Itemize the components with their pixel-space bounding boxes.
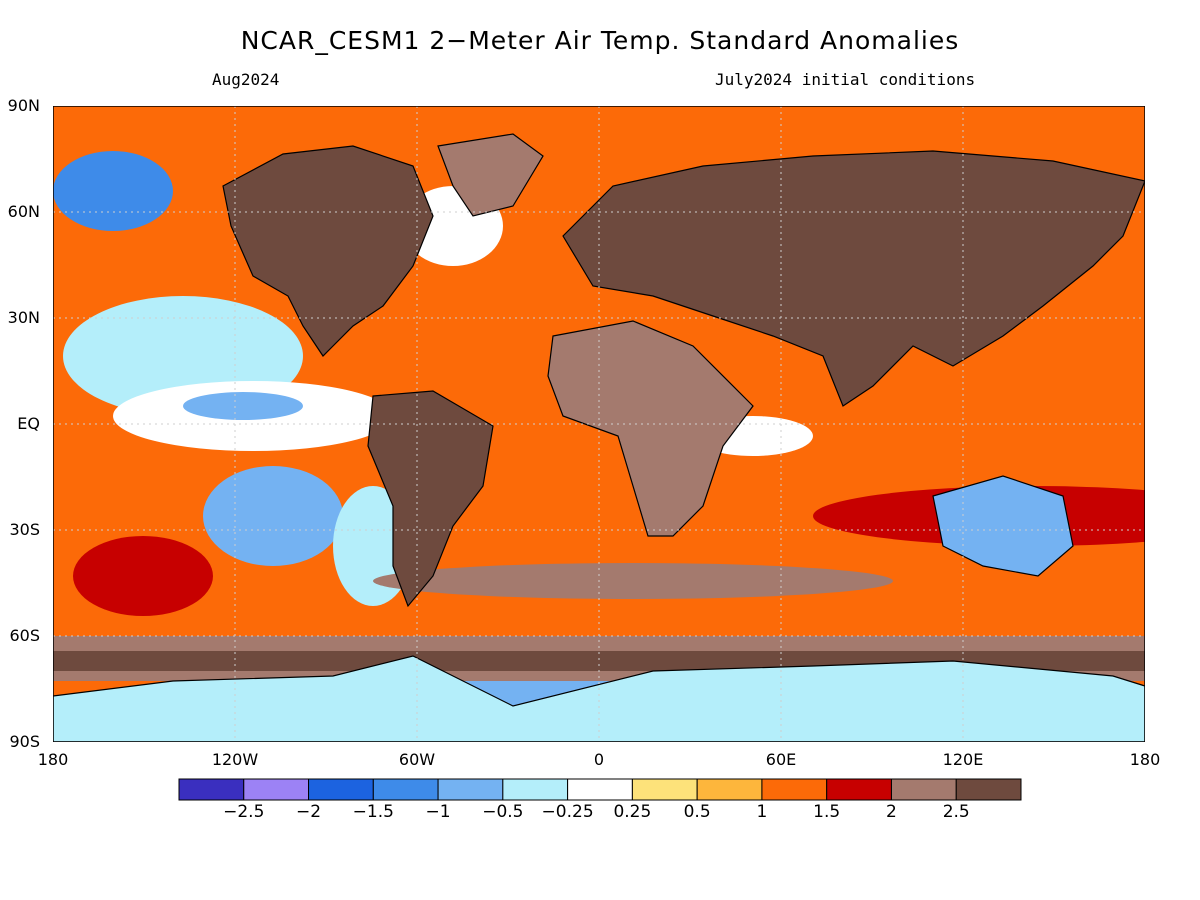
color-bar-swatch [696,778,763,801]
valid-month-label: Aug2024 [212,70,280,89]
color-bar-swatch [308,778,374,801]
color-bar-label: 1.5 [813,802,841,822]
anomaly-map [53,106,1145,742]
color-bar-label: 2 [886,802,897,822]
north-america [222,145,434,357]
lon-label: 180 [1129,750,1161,769]
color-bar-swatch [890,778,957,801]
color-bar-label: −1.5 [352,802,394,822]
lon-label: 60W [398,750,436,769]
color-bar-label: 1 [756,802,768,822]
initial-conditions-label: July2024 initial conditions [715,70,976,89]
color-bar-swatch [761,778,828,801]
australia [932,475,1074,577]
color-bar-swatch [502,778,569,801]
greenland [437,133,544,217]
lat-label: 60S [9,626,40,645]
lon-label: 60E [765,750,797,769]
color-bar-label: 0.5 [683,802,711,822]
graticule [53,106,1145,742]
lat-label: 30N [7,308,40,327]
antarctica [53,655,1145,742]
lon-label: 120W [211,750,259,769]
color-bar-label: −2 [296,802,322,822]
lat-label: 90N [7,96,40,115]
color-bar-swatch [178,778,245,801]
lon-label: 180 [37,750,69,769]
color-bar-swatch [955,778,1022,801]
eurasia [562,150,1145,407]
color-bar-swatch [567,778,633,801]
color-bar-label: −1 [425,802,451,822]
lat-label: EQ [17,414,40,433]
lon-label: 0 [593,750,605,769]
lat-label: 90S [9,732,40,751]
color-bar-swatch [437,778,504,801]
color-bar-label: −2.5 [223,802,265,822]
lon-label: 120E [942,750,984,769]
africa [547,320,754,537]
color-bar [178,778,1022,801]
color-bar-swatch [243,778,310,801]
lat-label: 60N [7,202,40,221]
color-bar-label: −0.25 [541,802,594,822]
color-bar-label: −0.5 [482,802,524,822]
color-bar-swatch [631,778,698,801]
color-bar-label: 2.5 [942,802,970,822]
south-america [367,390,494,608]
map-title: NCAR_CESM1 2−Meter Air Temp. Standard An… [240,26,960,55]
color-bar-label: 0.25 [613,802,652,822]
land-masses [53,133,1145,742]
color-bar-swatch [372,778,439,801]
lat-label: 30S [9,520,40,539]
color-bar-swatch [826,778,892,801]
